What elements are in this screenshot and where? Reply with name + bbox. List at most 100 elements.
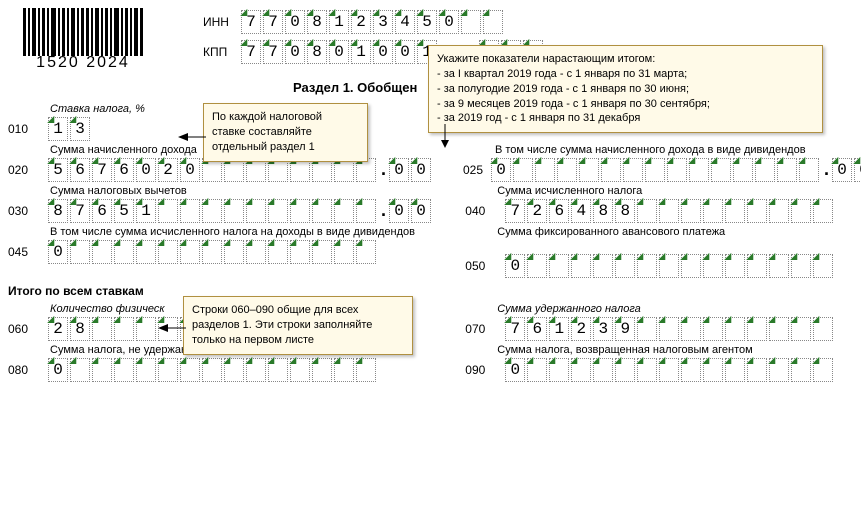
input-cell[interactable] — [681, 254, 701, 278]
input-cell[interactable] — [557, 158, 577, 182]
input-cell[interactable] — [136, 317, 156, 341]
input-cell[interactable]: 0 — [411, 199, 431, 223]
input-cell[interactable] — [268, 358, 288, 382]
input-cell[interactable]: 0 — [854, 158, 861, 182]
input-cell[interactable] — [791, 199, 811, 223]
input-cell[interactable] — [703, 358, 723, 382]
input-cell[interactable] — [747, 317, 767, 341]
input-cell[interactable]: 0 — [411, 158, 431, 182]
input-cell[interactable] — [290, 158, 310, 182]
input-cell[interactable]: 1 — [48, 117, 68, 141]
input-cell[interactable]: 8 — [615, 199, 635, 223]
input-cell[interactable]: 8 — [307, 40, 327, 64]
input-cell[interactable]: 6 — [549, 199, 569, 223]
input-cell[interactable] — [246, 199, 266, 223]
input-cell[interactable] — [312, 240, 332, 264]
input-cell[interactable] — [747, 358, 767, 382]
input-cell[interactable] — [711, 158, 731, 182]
input-cell[interactable] — [813, 358, 833, 382]
input-cell[interactable] — [527, 254, 547, 278]
input-cell[interactable] — [356, 199, 376, 223]
input-cell[interactable] — [615, 358, 635, 382]
input-cell[interactable] — [667, 158, 687, 182]
input-cell[interactable] — [483, 10, 503, 34]
input-cell[interactable] — [312, 158, 332, 182]
field-050[interactable]: 0 — [505, 254, 835, 278]
input-cell[interactable] — [703, 254, 723, 278]
input-cell[interactable]: 5 — [114, 199, 134, 223]
input-cell[interactable]: 7 — [505, 317, 525, 341]
input-cell[interactable]: 0 — [285, 40, 305, 64]
input-cell[interactable] — [290, 199, 310, 223]
input-cell[interactable] — [92, 317, 112, 341]
input-cell[interactable]: 0 — [136, 158, 156, 182]
input-cell[interactable] — [755, 158, 775, 182]
input-cell[interactable] — [681, 358, 701, 382]
input-cell[interactable]: 1 — [549, 317, 569, 341]
input-cell[interactable] — [593, 254, 613, 278]
input-cell[interactable] — [725, 199, 745, 223]
input-cell[interactable]: 2 — [571, 317, 591, 341]
input-cell[interactable] — [70, 358, 90, 382]
input-cell[interactable] — [180, 199, 200, 223]
input-cell[interactable] — [623, 158, 643, 182]
input-cell[interactable] — [791, 358, 811, 382]
field-045[interactable]: 0 — [48, 240, 378, 264]
input-cell[interactable] — [92, 240, 112, 264]
input-cell[interactable] — [549, 254, 569, 278]
input-cell[interactable] — [224, 358, 244, 382]
input-cell[interactable]: 2 — [527, 199, 547, 223]
input-cell[interactable] — [202, 358, 222, 382]
input-cell[interactable] — [725, 317, 745, 341]
input-cell[interactable] — [246, 158, 266, 182]
field-020-dec[interactable]: 00 — [389, 158, 433, 182]
input-cell[interactable]: 4 — [571, 199, 591, 223]
input-cell[interactable]: 0 — [832, 158, 852, 182]
input-cell[interactable]: 4 — [395, 10, 415, 34]
input-cell[interactable]: 7 — [92, 158, 112, 182]
field-025-dec[interactable]: 00 — [832, 158, 861, 182]
input-cell[interactable] — [202, 158, 222, 182]
input-cell[interactable] — [681, 317, 701, 341]
input-cell[interactable]: 0 — [180, 158, 200, 182]
input-cell[interactable]: 0 — [373, 40, 393, 64]
input-cell[interactable] — [659, 254, 679, 278]
input-cell[interactable]: 0 — [491, 158, 511, 182]
input-cell[interactable] — [813, 254, 833, 278]
input-cell[interactable] — [334, 240, 354, 264]
input-cell[interactable] — [637, 199, 657, 223]
input-cell[interactable] — [593, 358, 613, 382]
input-cell[interactable]: 6 — [527, 317, 547, 341]
input-cell[interactable] — [224, 199, 244, 223]
input-cell[interactable] — [769, 358, 789, 382]
input-cell[interactable] — [813, 199, 833, 223]
input-cell[interactable] — [158, 199, 178, 223]
input-cell[interactable]: 5 — [417, 10, 437, 34]
input-cell[interactable] — [224, 240, 244, 264]
input-cell[interactable]: 2 — [48, 317, 68, 341]
input-cell[interactable] — [535, 158, 555, 182]
input-cell[interactable] — [601, 158, 621, 182]
input-cell[interactable] — [114, 317, 134, 341]
input-cell[interactable] — [136, 240, 156, 264]
input-cell[interactable] — [645, 158, 665, 182]
input-cell[interactable]: 7 — [505, 199, 525, 223]
input-cell[interactable]: 7 — [263, 40, 283, 64]
input-cell[interactable]: 6 — [70, 158, 90, 182]
input-cell[interactable] — [136, 358, 156, 382]
input-cell[interactable] — [312, 358, 332, 382]
field-020-int[interactable]: 5676020 — [48, 158, 378, 182]
input-cell[interactable] — [461, 10, 481, 34]
input-cell[interactable] — [268, 199, 288, 223]
input-cell[interactable] — [92, 358, 112, 382]
input-cell[interactable]: 0 — [329, 40, 349, 64]
input-cell[interactable] — [769, 254, 789, 278]
input-cell[interactable] — [689, 158, 709, 182]
input-cell[interactable] — [158, 358, 178, 382]
input-cell[interactable] — [224, 158, 244, 182]
input-cell[interactable]: 3 — [593, 317, 613, 341]
input-cell[interactable] — [334, 358, 354, 382]
input-cell[interactable]: 0 — [505, 254, 525, 278]
input-cell[interactable] — [659, 199, 679, 223]
input-cell[interactable] — [549, 358, 569, 382]
